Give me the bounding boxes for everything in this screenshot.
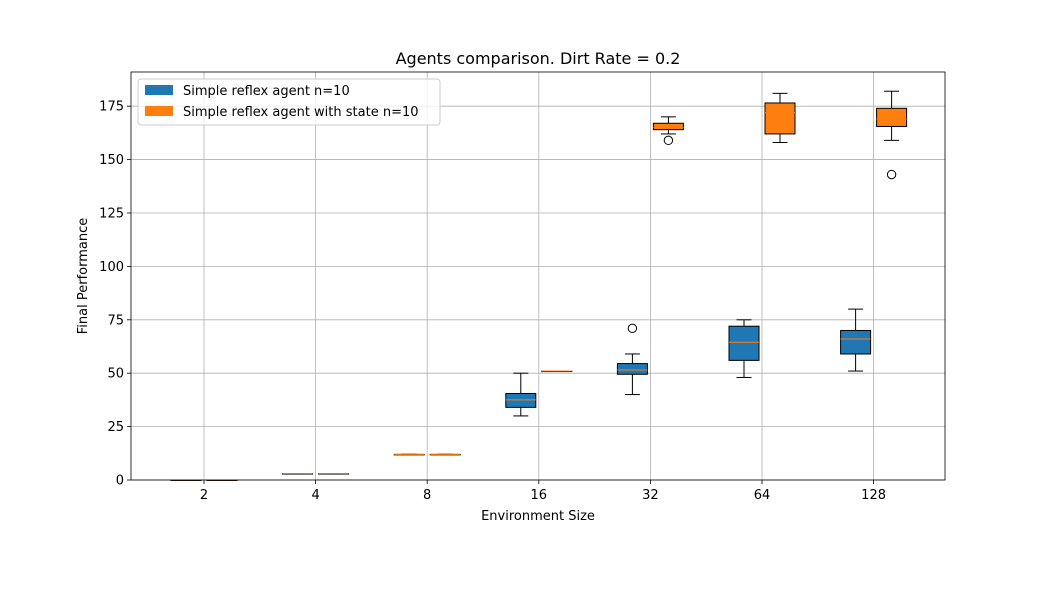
y-tick-label: 50	[107, 367, 124, 382]
x-tick-label: 32	[642, 488, 659, 503]
x-tick-label: 64	[754, 488, 771, 503]
y-tick-label: 0	[116, 474, 124, 489]
box-iqr	[764, 102, 796, 135]
x-tick-label: 2	[200, 488, 208, 503]
legend-swatch-simple-reflex-agent	[145, 85, 173, 95]
x-tick-label: 16	[531, 488, 548, 503]
legend-frame	[137, 78, 441, 126]
legend-swatch-simple-reflex-agent-with-state	[145, 106, 173, 116]
tick-layer: 0 25 50 75 100 125 150 175 2 4 8 16 32 64 128	[99, 100, 886, 503]
box-group	[541, 370, 573, 373]
box-group	[393, 453, 425, 456]
grid-layer	[131, 72, 945, 481]
outlier-point	[627, 323, 638, 334]
legend: Simple reflex agent n=10 Simple reflex a…	[137, 78, 441, 126]
x-axis-label: Environment Size	[481, 509, 595, 524]
box-group	[652, 116, 684, 146]
outlier-point	[886, 169, 897, 180]
box-group	[728, 319, 760, 378]
box-group	[840, 308, 872, 372]
box-group	[318, 473, 350, 475]
chart-title: Agents comparison. Dirt Rate = 0.2	[396, 49, 681, 68]
legend-label-simple-reflex-agent: Simple reflex agent n=10	[183, 84, 350, 99]
x-tick-label: 8	[423, 488, 431, 503]
plot-frame	[130, 71, 946, 481]
outlier-point	[663, 135, 674, 146]
box-group	[505, 372, 537, 417]
box-group	[876, 90, 908, 180]
box-group	[616, 323, 648, 396]
box-iqr	[616, 363, 648, 375]
box-iqr	[728, 325, 760, 361]
box-iqr	[876, 107, 908, 127]
box-group	[429, 453, 461, 456]
x-tick-label: 4	[311, 488, 319, 503]
legend-label-simple-reflex-agent-with-state: Simple reflex agent with state n=10	[183, 105, 419, 120]
y-tick-label: 175	[99, 100, 124, 115]
y-tick-label: 25	[107, 420, 124, 435]
x-tick-label: 128	[861, 488, 886, 503]
box-iqr	[505, 392, 537, 408]
box-group	[764, 92, 796, 143]
y-tick-label: 125	[99, 206, 124, 221]
box-layer	[170, 90, 908, 481]
y-tick-label: 100	[99, 260, 124, 275]
y-tick-label: 150	[99, 153, 124, 168]
y-axis-label: Final Performance	[76, 218, 91, 334]
y-tick-label: 75	[107, 313, 124, 328]
box-iqr	[652, 122, 684, 131]
box-group	[282, 473, 314, 475]
box-iqr	[840, 329, 872, 355]
